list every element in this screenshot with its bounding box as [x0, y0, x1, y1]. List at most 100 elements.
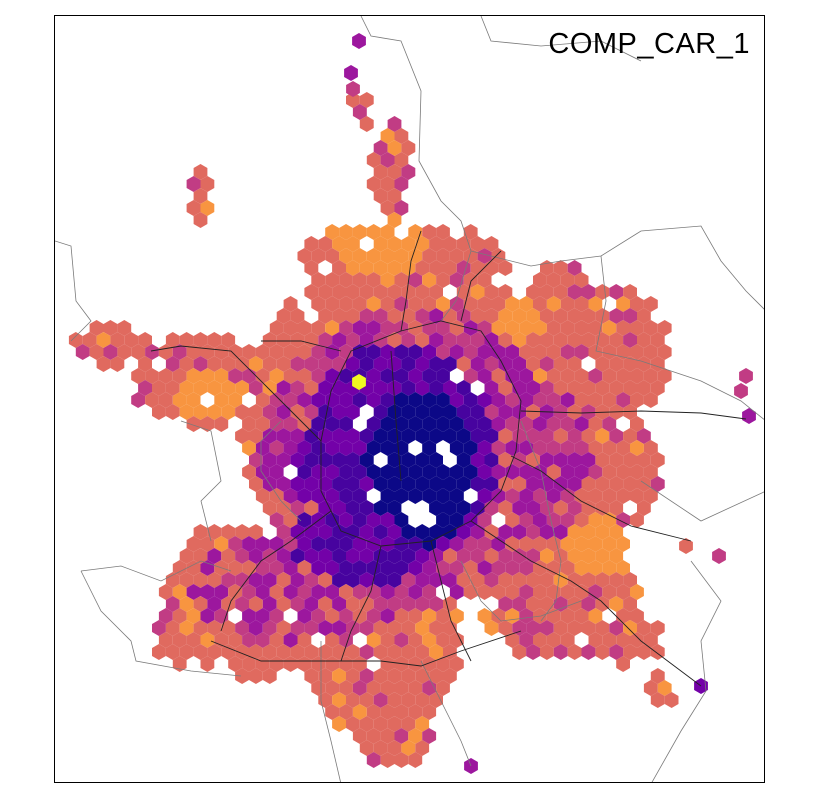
hex-cell: [436, 464, 450, 480]
hex-cell: [512, 572, 527, 588]
hex-cell: [477, 512, 492, 528]
hex-cell: [498, 620, 513, 636]
hex-cell: [346, 548, 360, 564]
hex-cell: [408, 368, 423, 384]
hex-cell: [359, 740, 374, 756]
hex-cell: [616, 440, 630, 456]
hex-cell: [221, 380, 236, 396]
hex-cell: [193, 620, 208, 636]
hex-cell: [179, 356, 194, 372]
hex-cell: [228, 632, 243, 648]
road-east-2: [510, 455, 692, 542]
hex-cell: [366, 344, 381, 360]
hex-cell: [415, 548, 430, 564]
hex-cell: [477, 488, 492, 504]
hex-cell: [325, 224, 340, 240]
hex-cell: [359, 476, 374, 492]
hex-cell: [498, 452, 513, 468]
hex-cell: [623, 572, 637, 588]
hex-cell: [380, 272, 395, 288]
hex-cell: [546, 344, 561, 360]
hex-cell: [332, 548, 346, 564]
hex-cell: [131, 344, 146, 360]
hex-cell: [623, 380, 637, 396]
hex-cell: [373, 284, 388, 300]
hex-cell: [304, 452, 319, 468]
hex-cell: [318, 332, 333, 348]
hex-cell: [463, 224, 478, 240]
hex-cell: [262, 596, 277, 612]
hex-cell: [325, 320, 340, 336]
hex-cell: [623, 332, 637, 348]
hex-cell: [456, 548, 471, 564]
hex-cell: [318, 452, 333, 468]
hex-cell: [588, 632, 603, 648]
hex-cell: [359, 668, 374, 684]
hex-cell: [540, 452, 554, 468]
hex-cell: [145, 368, 159, 384]
hex-cell: [304, 236, 319, 252]
hex-cell: [359, 428, 374, 444]
hex-cell: [339, 704, 353, 720]
hex-cell: [193, 164, 208, 180]
hex-cell: [304, 260, 319, 276]
hex-cell: [602, 584, 617, 600]
hex-cell: [352, 272, 367, 288]
hex-cell: [89, 320, 104, 336]
hex-cell: [332, 524, 346, 540]
hex-cell: [553, 500, 568, 516]
hex-cell: [366, 680, 381, 696]
hex-cell: [436, 272, 450, 288]
hex-cell: [207, 404, 222, 420]
hex-cell: [290, 476, 305, 492]
hex-cell: [560, 632, 575, 648]
hex-cell: [505, 416, 520, 432]
hex-cell: [269, 584, 284, 600]
hex-cell: [443, 500, 457, 516]
hex-cell: [512, 356, 527, 372]
boundary-west-2: [180, 420, 222, 542]
hex-cell: [380, 176, 395, 192]
hex-cell: [269, 632, 284, 648]
hex-cell: [214, 536, 229, 552]
hex-cell: [415, 452, 430, 468]
hex-cell: [491, 464, 506, 480]
hex-cell: [560, 296, 575, 312]
hex-cell: [581, 596, 596, 612]
hex-cell: [609, 500, 624, 516]
hex-cell: [449, 560, 464, 576]
hex-cell: [456, 524, 471, 540]
hex-cell: [533, 488, 547, 504]
municipal-boundaries: [55, 16, 764, 782]
hex-cell: [581, 644, 596, 660]
hex-cell: [359, 500, 374, 516]
hex-cell: [221, 548, 236, 564]
hex-cell: [643, 368, 658, 384]
hex-cell: [526, 428, 540, 444]
hex-cell: [235, 380, 249, 396]
hex-cell: [366, 416, 381, 432]
hex-cell: [491, 416, 506, 432]
hex-cell: [415, 308, 430, 324]
hex-cell: [567, 644, 582, 660]
hex-cell: [269, 464, 284, 480]
hex-cell: [553, 284, 568, 300]
hex-cell: [553, 620, 568, 636]
hex-cell: [352, 248, 367, 264]
hex-cell: [332, 620, 346, 636]
hex-cell: [352, 464, 367, 480]
hex-cell: [186, 392, 201, 408]
hex-cell: [630, 416, 644, 432]
hex-cell: [311, 536, 326, 552]
hex-cell: [373, 188, 388, 204]
hex-cell: [650, 476, 665, 492]
hex-cell: [359, 452, 374, 468]
hex-cell: [380, 296, 395, 312]
hex-cell: [630, 632, 644, 648]
hex-cell: [526, 380, 540, 396]
hex-cell: [429, 404, 443, 420]
hex-cell: [332, 236, 346, 252]
hex-cell: [297, 488, 312, 504]
hex-cell: [152, 404, 166, 420]
hex-cell: [366, 584, 381, 600]
